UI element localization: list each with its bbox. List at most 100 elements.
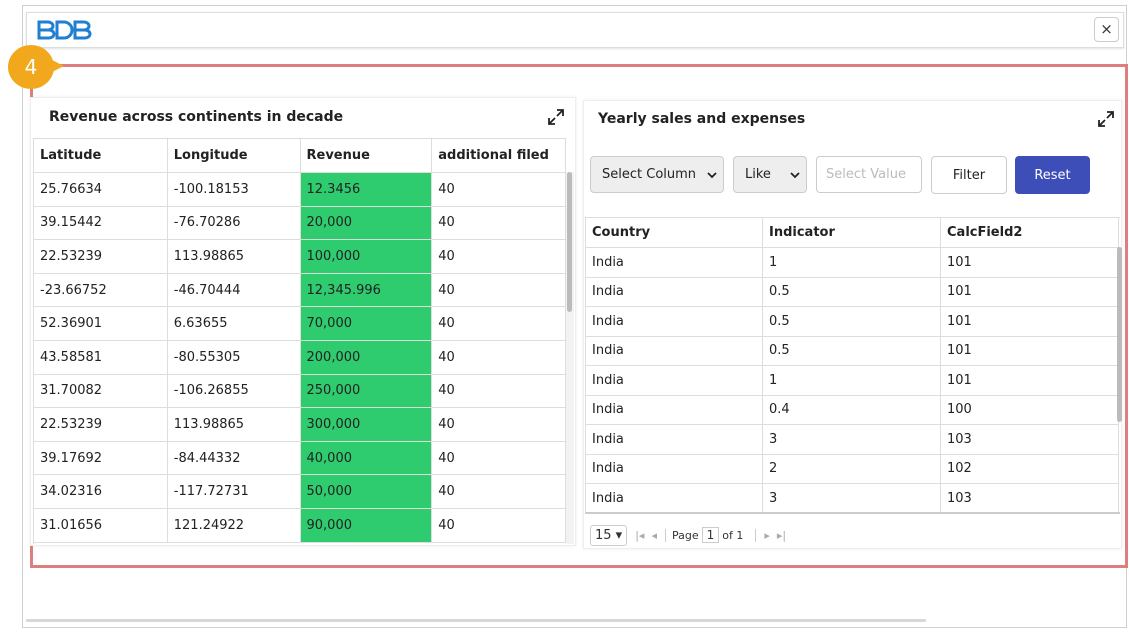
table-cell: 103 xyxy=(941,484,1119,513)
table-row: 22.53239 113.98865 100,000 40 xyxy=(34,240,566,274)
right-table: Country Indicator CalcField2 India 1 101 India… xyxy=(585,217,1120,513)
table-row: 31.01656 121.24922 90,000 40 xyxy=(34,508,566,543)
table-cell: 40 xyxy=(432,374,566,409)
table-cell: 34.02316 xyxy=(34,475,168,509)
table-cell: 101 xyxy=(941,336,1119,366)
table-cell: 300,000 xyxy=(300,408,433,442)
table-cell: India xyxy=(586,366,763,396)
table-cell: 40,000 xyxy=(300,441,433,476)
table-cell: 250,000 xyxy=(300,374,433,409)
table-cell: 103 xyxy=(941,425,1119,455)
table-cell: -80.55305 xyxy=(167,340,301,375)
table-cell: India xyxy=(586,454,763,484)
panel-title: Yearly sales and expenses xyxy=(598,111,806,127)
first-page[interactable]: |◂ ◂ xyxy=(635,528,657,542)
table-row: 34.02316 -117.72731 50,000 40 xyxy=(34,475,566,509)
reset-button[interactable]: Reset xyxy=(1015,156,1090,194)
expand-icon[interactable] xyxy=(546,107,566,127)
table-cell: -46.70444 xyxy=(167,273,301,308)
table-cell: 1 xyxy=(763,248,941,278)
page-size-select[interactable]: 15 ▾ xyxy=(590,524,628,546)
h-scrollbar xyxy=(585,512,1120,514)
operator-select[interactable]: Like xyxy=(733,156,807,193)
header-row: Latitude Longitude Revenue additional filed xyxy=(34,139,566,173)
table-row: India 3 103 xyxy=(586,484,1120,513)
table-cell: -100.18153 xyxy=(167,173,301,207)
chevron xyxy=(707,171,717,178)
table-row: India 3 103 xyxy=(586,425,1120,455)
column-header: CalcField2 xyxy=(941,218,1119,248)
table-cell: 40 xyxy=(432,508,566,543)
table-cell: 2 xyxy=(763,454,941,484)
table-cell: India xyxy=(586,307,763,337)
table-cell: 40 xyxy=(432,307,566,341)
table-row: India 0.5 101 xyxy=(586,336,1120,366)
table-cell: 0.5 xyxy=(763,277,941,307)
panel-title: Revenue across continents in decade xyxy=(49,109,344,125)
column-header: additional filed xyxy=(432,139,566,173)
table-cell: 6.63655 xyxy=(167,307,301,341)
table-cell: 101 xyxy=(941,366,1119,396)
table-cell: 22.53239 xyxy=(34,408,168,442)
table-cell: 25.76634 xyxy=(34,173,168,207)
select-text: Like xyxy=(745,167,771,182)
table-cell: India xyxy=(586,484,763,513)
table-cell: -117.72731 xyxy=(167,475,301,509)
table-cell: 22.53239 xyxy=(34,240,168,274)
table-cell: 39.17692 xyxy=(34,441,168,476)
pagination: 15 ▾ |◂ ◂ Page 1 of 1 ▸ ▸| xyxy=(590,523,786,547)
table-cell: 113.98865 xyxy=(167,408,301,442)
select-text: Select Column xyxy=(602,167,697,182)
page-size: 15 xyxy=(595,527,612,543)
table-cell: 20,000 xyxy=(300,206,433,241)
table-cell: India xyxy=(586,248,763,278)
table-cell: 100,000 xyxy=(300,240,433,274)
scrollbar-track xyxy=(566,172,574,544)
table-cell: 101 xyxy=(941,248,1119,278)
table-cell: India xyxy=(586,336,763,366)
table-cell: 12,345.996 xyxy=(300,273,433,308)
table-cell: 1 xyxy=(763,366,941,396)
table-cell: -23.66752 xyxy=(34,273,168,308)
table-cell: 3 xyxy=(763,484,941,513)
expand-icon[interactable] xyxy=(1096,109,1116,129)
table-cell: 40 xyxy=(432,240,566,274)
table-cell: 40 xyxy=(432,273,566,308)
table-row: -23.66752 -46.70444 12,345.996 40 xyxy=(34,273,566,308)
table-cell: India xyxy=(586,395,763,425)
table-cell: 121.24922 xyxy=(167,508,301,543)
chevron xyxy=(790,171,800,178)
table-cell: 101 xyxy=(941,307,1119,337)
table-cell: 40 xyxy=(432,206,566,241)
logo xyxy=(37,20,92,40)
table-cell: 12.3456 xyxy=(300,173,433,207)
table-row: 31.70082 -106.26855 250,000 40 xyxy=(34,374,566,409)
close-button[interactable]: × xyxy=(1094,17,1119,42)
table-cell: 0.4 xyxy=(763,395,941,425)
table-cell: -76.70286 xyxy=(167,206,301,241)
table-cell: 90,000 xyxy=(300,508,433,543)
table-cell: 43.58581 xyxy=(34,340,168,375)
table-cell: 0.5 xyxy=(763,336,941,366)
left-table: Latitude Longitude Revenue additional filed… xyxy=(33,138,566,544)
page-input[interactable]: 1 xyxy=(701,527,720,543)
dialog-scrollbar xyxy=(26,619,926,622)
scrollbar-thumb[interactable] xyxy=(567,172,572,312)
table-cell: 102 xyxy=(941,454,1119,484)
table-row: India 0.4 100 xyxy=(586,395,1120,425)
table-row: India 0.5 101 xyxy=(586,277,1120,307)
value-input[interactable]: Select Value xyxy=(816,156,922,193)
filter-button[interactable]: Filter xyxy=(931,156,1007,194)
column-header: Revenue xyxy=(300,139,433,173)
table-cell: 3 xyxy=(763,425,941,455)
table-cell: 40 xyxy=(432,173,566,207)
scrollbar-thumb[interactable] xyxy=(1117,247,1122,422)
table-cell: 39.15442 xyxy=(34,206,168,241)
table-row: India 2 102 xyxy=(586,454,1120,484)
next-page[interactable]: ▸ ▸| xyxy=(755,528,786,542)
table-cell: 31.70082 xyxy=(34,374,168,409)
column-select[interactable]: Select Column xyxy=(590,156,724,193)
table-row: 43.58581 -80.55305 200,000 40 xyxy=(34,340,566,375)
table-row: 22.53239 113.98865 300,000 40 xyxy=(34,408,566,442)
